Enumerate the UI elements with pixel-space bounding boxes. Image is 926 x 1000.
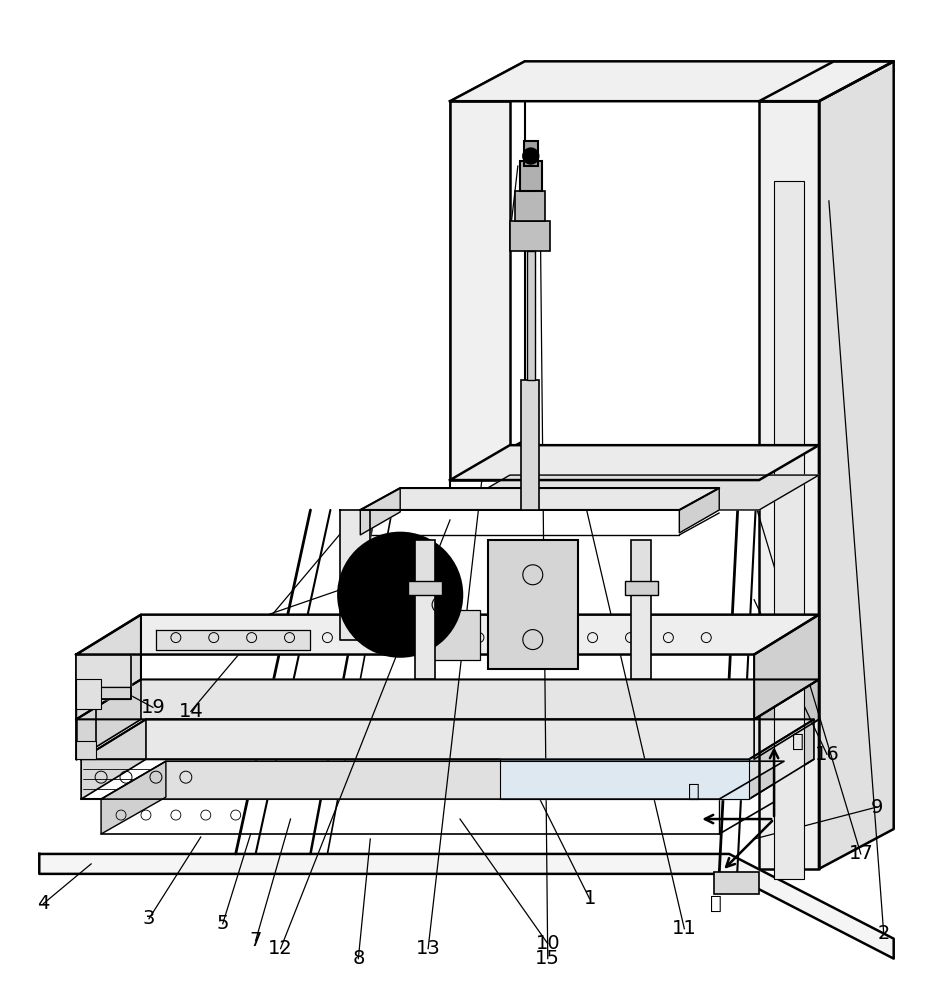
Bar — [624, 581, 658, 595]
Text: 12: 12 — [269, 939, 293, 958]
Polygon shape — [156, 630, 310, 650]
Bar — [408, 581, 442, 595]
Bar — [520, 380, 539, 510]
Text: 13: 13 — [416, 939, 441, 958]
Polygon shape — [81, 719, 146, 799]
Bar — [76, 679, 101, 709]
Bar — [510, 221, 550, 251]
Polygon shape — [500, 759, 749, 799]
Text: 10: 10 — [535, 934, 560, 953]
Bar — [488, 540, 578, 669]
Polygon shape — [450, 445, 819, 480]
Text: 1: 1 — [583, 889, 595, 908]
Polygon shape — [39, 854, 894, 959]
Bar — [415, 590, 435, 679]
Polygon shape — [76, 615, 819, 655]
Circle shape — [338, 533, 462, 657]
Bar — [76, 741, 96, 759]
Text: 11: 11 — [672, 919, 696, 938]
Bar — [515, 191, 544, 221]
Bar — [524, 141, 538, 166]
Text: 3: 3 — [143, 909, 156, 928]
Text: 15: 15 — [535, 949, 560, 968]
Text: 2: 2 — [878, 924, 890, 943]
Polygon shape — [76, 679, 141, 759]
Text: 9: 9 — [870, 798, 883, 817]
Polygon shape — [81, 719, 814, 759]
Text: 上: 上 — [792, 732, 804, 751]
Polygon shape — [759, 101, 819, 869]
Polygon shape — [759, 61, 894, 101]
Bar — [519, 161, 542, 191]
Polygon shape — [76, 679, 819, 719]
Bar — [415, 540, 435, 590]
Bar — [632, 590, 651, 679]
Bar — [714, 872, 759, 894]
Polygon shape — [76, 655, 131, 699]
Polygon shape — [76, 687, 131, 699]
Polygon shape — [76, 615, 141, 719]
Bar — [420, 610, 480, 660]
Polygon shape — [450, 61, 894, 101]
Bar — [774, 181, 804, 879]
Polygon shape — [450, 475, 819, 510]
Bar — [632, 540, 651, 590]
Text: 左: 左 — [688, 782, 700, 801]
Polygon shape — [101, 761, 784, 799]
Polygon shape — [680, 488, 720, 533]
Text: 5: 5 — [217, 914, 229, 933]
Bar — [510, 610, 569, 660]
Text: 19: 19 — [141, 698, 166, 717]
Text: 4: 4 — [37, 894, 49, 913]
Text: 17: 17 — [848, 844, 873, 863]
Circle shape — [523, 148, 539, 164]
Polygon shape — [754, 615, 819, 719]
Polygon shape — [450, 101, 510, 480]
Bar — [527, 251, 535, 380]
Text: 14: 14 — [179, 702, 203, 721]
Text: 7: 7 — [249, 931, 262, 950]
Text: 16: 16 — [815, 745, 839, 764]
Polygon shape — [101, 761, 166, 834]
Polygon shape — [749, 719, 814, 799]
Text: 6: 6 — [190, 630, 202, 649]
Polygon shape — [341, 510, 370, 640]
Text: 8: 8 — [352, 949, 365, 968]
Polygon shape — [754, 679, 819, 759]
Polygon shape — [360, 488, 720, 510]
Polygon shape — [819, 61, 894, 869]
Text: 前: 前 — [710, 894, 722, 913]
Polygon shape — [360, 488, 400, 535]
